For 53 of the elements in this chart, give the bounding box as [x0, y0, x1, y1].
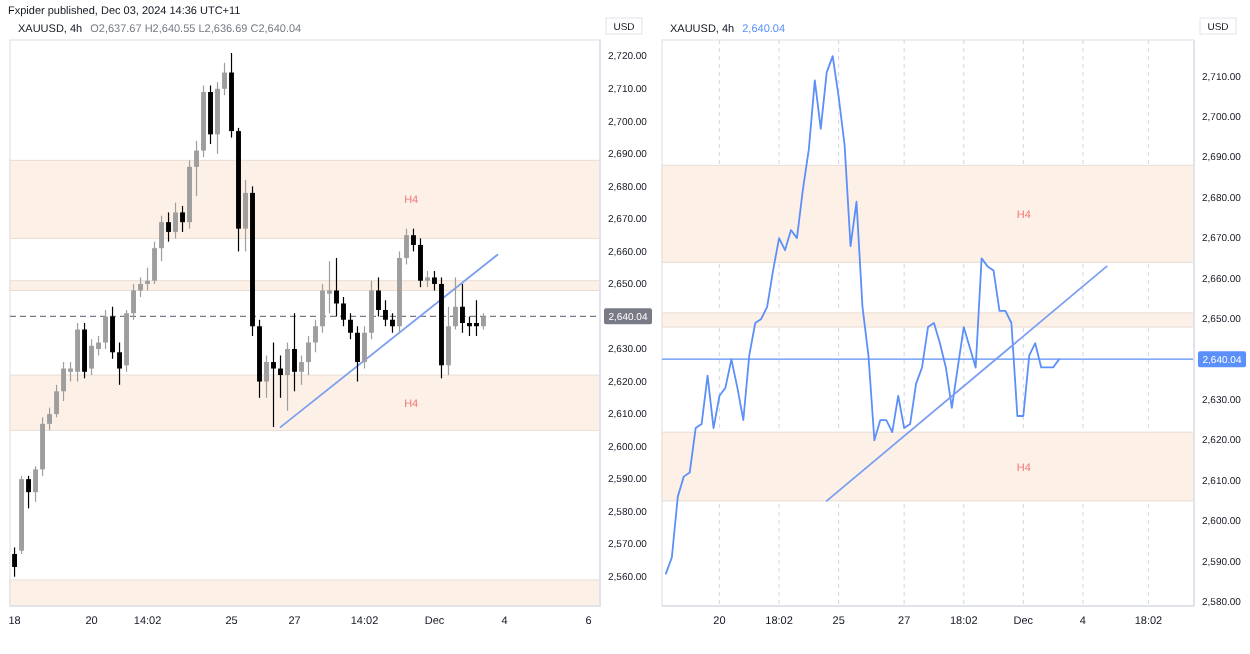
- candlestick: [341, 296, 346, 327]
- candlestick: [411, 228, 416, 253]
- candlestick: [215, 81, 220, 155]
- candlestick: [264, 354, 269, 399]
- candlestick: [404, 228, 409, 266]
- candlestick: [26, 475, 31, 510]
- candlestick: [278, 354, 283, 399]
- candlestick: [334, 257, 339, 318]
- candlestick: [75, 322, 80, 383]
- candlestick: [271, 341, 276, 428]
- candlestick: [131, 283, 136, 321]
- candlestick: [292, 312, 297, 392]
- candlestick: [362, 325, 367, 370]
- candlestick: [320, 283, 325, 334]
- candlestick: [222, 62, 227, 96]
- candlestick: [152, 241, 157, 285]
- candlestick: [285, 341, 290, 412]
- candlestick: [306, 335, 311, 376]
- candlestick: [145, 267, 150, 292]
- candlestick: [47, 406, 52, 431]
- candlestick: [103, 309, 108, 350]
- candlestick: [460, 283, 465, 334]
- candlestick: [159, 215, 164, 262]
- candlestick: [348, 312, 353, 340]
- candlestick: [33, 465, 38, 503]
- candlestick: [117, 341, 122, 386]
- candlestick: [89, 338, 94, 376]
- candlestick: [180, 205, 185, 233]
- candlestick: [418, 237, 423, 288]
- candlestick: [54, 384, 59, 418]
- candlestick: [82, 322, 87, 379]
- candlestick: [446, 306, 451, 376]
- candlestick: [110, 306, 115, 360]
- candlestick: [432, 270, 437, 292]
- candlestick: [453, 276, 458, 331]
- candlestick: [369, 280, 374, 340]
- candlestick: [173, 202, 178, 240]
- candlestick: [313, 319, 318, 353]
- candlestick: [208, 84, 213, 145]
- candlestick: [61, 361, 66, 402]
- candlestick: [376, 276, 381, 318]
- candlestick: [12, 546, 17, 578]
- candlestick: [383, 299, 388, 327]
- candlestick: [243, 179, 248, 253]
- candlestick: [474, 299, 479, 337]
- candlestick: [390, 312, 395, 334]
- candlestick: [40, 416, 45, 477]
- candlestick: [355, 325, 360, 383]
- candlestick: [194, 140, 199, 197]
- candlestick: [467, 315, 472, 337]
- candlestick: [138, 276, 143, 298]
- candlestick: [166, 211, 171, 243]
- candlestick: [299, 354, 304, 386]
